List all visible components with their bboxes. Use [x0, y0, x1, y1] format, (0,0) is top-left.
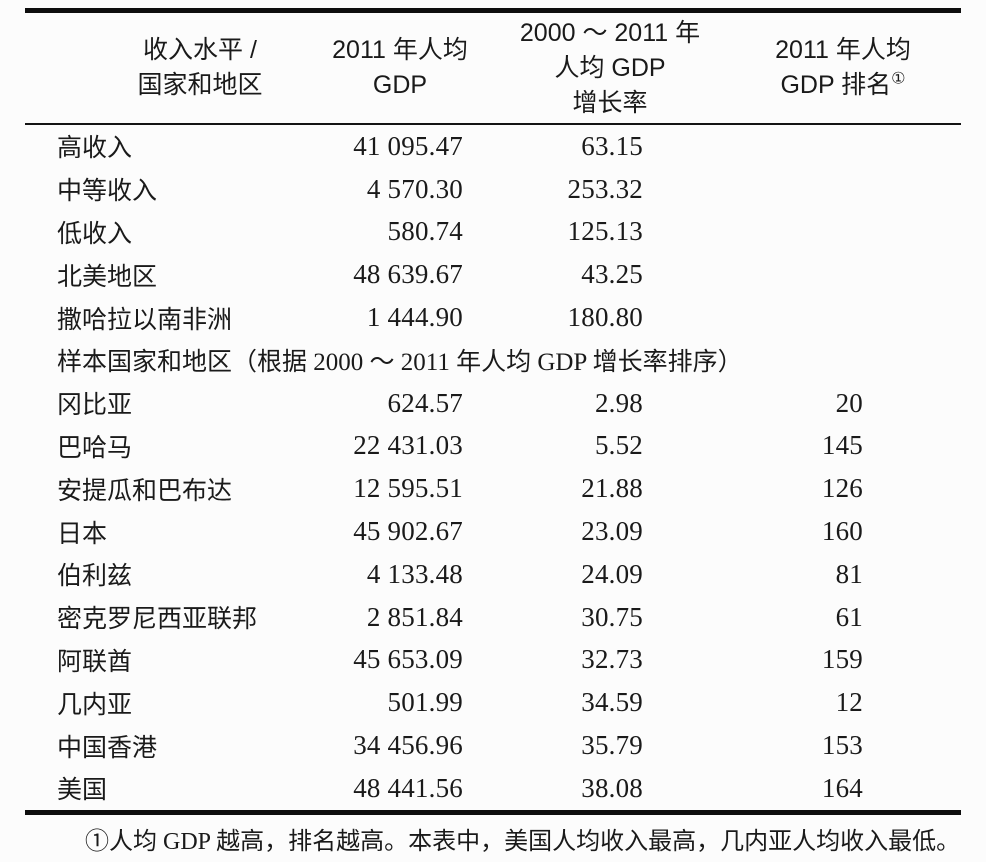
cell-gdp-per-capita: 41 095.47	[353, 130, 463, 161]
cell-region-label: 高收入	[57, 135, 133, 163]
cell-gdp-rank: 160	[821, 516, 863, 547]
header-growth-rate-line1: 2000 ～ 2011 年	[519, 18, 701, 47]
cell-gdp-per-capita: 2 851.84	[366, 601, 463, 632]
cell-region-label: 安提瓜和巴布达	[57, 477, 233, 505]
header-gdp-2011-line2: GDP	[372, 71, 428, 99]
cell-growth-rate: 125.13	[567, 216, 643, 247]
cell-gdp-per-capita: 45 653.09	[353, 644, 463, 675]
cell-region-label: 中等收入	[57, 178, 158, 206]
cell-gdp-per-capita: 501.99	[387, 687, 463, 718]
cell-region-label: 日本	[57, 520, 108, 548]
cell-gdp-per-capita: 624.57	[387, 387, 463, 418]
cell-gdp-per-capita: 4 570.30	[366, 173, 463, 204]
table-section-row: 样本国家和地区（根据 2000 ～ 2011 年人均 GDP 增长率排序）	[25, 339, 961, 382]
header-gdp-rank-text: GDP 排名	[780, 71, 892, 99]
table-row: 中等收入 4 570.30 253.32	[25, 168, 961, 211]
header-gdp-2011-line1: 2011 年人均	[332, 36, 468, 64]
table-header-row: 收入水平 / 国家和地区 2011 年人均 GDP 2000 ～ 2011 年 …	[25, 13, 961, 123]
cell-growth-rate: 5.52	[594, 430, 643, 461]
cell-gdp-per-capita: 12 595.51	[353, 473, 463, 504]
cell-growth-rate: 32.73	[581, 644, 643, 675]
cell-region-label: 伯利兹	[57, 563, 133, 591]
header-income-level-line2: 国家和地区	[137, 71, 263, 99]
table-row: 中国香港 34 456.96 35.79 153	[25, 724, 961, 767]
table-row: 低收入 580.74 125.13	[25, 211, 961, 254]
cell-region-label: 美国	[57, 777, 108, 805]
cell-region-label: 中国香港	[57, 734, 158, 762]
cell-growth-rate: 35.79	[581, 730, 643, 761]
table-row: 美国 48 441.56 38.08 164	[25, 767, 961, 810]
header-income-level: 收入水平 / 国家和地区	[25, 33, 305, 103]
cell-growth-rate: 34.59	[581, 687, 643, 718]
table-row: 几内亚 501.99 34.59 12	[25, 681, 961, 724]
table-row: 安提瓜和巴布达 12 595.51 21.88 126	[25, 467, 961, 510]
cell-gdp-per-capita: 1 444.90	[366, 302, 463, 333]
table-row: 密克罗尼西亚联邦 2 851.84 30.75 61	[25, 596, 961, 639]
cell-gdp-per-capita: 34 456.96	[353, 730, 463, 761]
cell-region-label: 撒哈拉以南非洲	[57, 306, 233, 334]
table-bottom-border	[25, 809, 961, 815]
cell-gdp-rank: 159	[821, 644, 863, 675]
cell-region-label: 低收入	[57, 220, 133, 248]
cell-gdp-per-capita: 4 133.48	[366, 558, 463, 589]
cell-region-label: 巴哈马	[57, 434, 133, 462]
table-footnote: ①人均 GDP 越高，排名越高。本表中，美国人均收入最高，几内亚人均收入最低。	[85, 829, 961, 855]
header-gdp-2011: 2011 年人均 GDP	[305, 33, 495, 103]
footnote-marker-icon: ①	[891, 70, 906, 88]
table-row: 阿联酋 45 653.09 32.73 159	[25, 639, 961, 682]
cell-region-label: 北美地区	[57, 263, 158, 291]
cell-region-label: 冈比亚	[57, 392, 133, 420]
cell-gdp-per-capita: 48 441.56	[353, 772, 463, 803]
header-divider	[25, 123, 961, 125]
cell-growth-rate: 24.09	[581, 558, 643, 589]
table-row: 撒哈拉以南非洲 1 444.90 180.80	[25, 296, 961, 339]
cell-gdp-rank: 153	[821, 730, 863, 761]
cell-gdp-rank: 145	[821, 430, 863, 461]
header-income-level-line1: 收入水平 /	[143, 36, 257, 64]
cell-growth-rate: 21.88	[581, 473, 643, 504]
table-row: 巴哈马 22 431.03 5.52 145	[25, 425, 961, 468]
cell-gdp-per-capita: 580.74	[387, 216, 463, 247]
header-growth-rate: 2000 ～ 2011 年 人均 GDP 增长率	[495, 16, 725, 121]
cell-gdp-rank: 12	[835, 687, 863, 718]
gdp-table: 收入水平 / 国家和地区 2011 年人均 GDP 2000 ～ 2011 年 …	[25, 8, 961, 815]
table-row: 日本 45 902.67 23.09 160	[25, 510, 961, 553]
header-gdp-rank-line1: 2011 年人均	[775, 36, 911, 64]
cell-growth-rate: 23.09	[581, 516, 643, 547]
table-row: 伯利兹 4 133.48 24.09 81	[25, 553, 961, 596]
cell-gdp-per-capita: 22 431.03	[353, 430, 463, 461]
table-row: 北美地区 48 639.67 43.25	[25, 253, 961, 296]
header-gdp-rank: 2011 年人均 GDP 排名①	[725, 33, 961, 103]
section-row-label: 样本国家和地区（根据 2000 ～ 2011 年人均 GDP 增长率排序）	[57, 349, 743, 377]
cell-gdp-per-capita: 48 639.67	[353, 259, 463, 290]
cell-region-label: 阿联酋	[57, 648, 133, 676]
cell-growth-rate: 30.75	[581, 601, 643, 632]
cell-growth-rate: 2.98	[594, 387, 643, 418]
cell-region-label: 密克罗尼西亚联邦	[57, 606, 258, 634]
table-row: 高收入 41 095.47 63.15	[25, 125, 961, 168]
header-gdp-rank-line2: GDP 排名①	[725, 68, 961, 103]
cell-growth-rate: 63.15	[581, 130, 643, 161]
header-growth-rate-line2: 人均 GDP	[554, 53, 666, 82]
cell-gdp-per-capita: 45 902.67	[353, 516, 463, 547]
cell-region-label: 几内亚	[57, 691, 133, 719]
table-top-border	[25, 8, 961, 13]
table-body: 高收入 41 095.47 63.15 中等收入 4 570.30 253.32 低收入 58…	[25, 125, 961, 810]
header-growth-rate-line3: 增长率	[572, 88, 648, 117]
cell-growth-rate: 38.08	[581, 772, 643, 803]
cell-gdp-rank: 61	[835, 601, 863, 632]
cell-growth-rate: 43.25	[581, 259, 643, 290]
cell-gdp-rank: 20	[835, 387, 863, 418]
cell-gdp-rank: 81	[835, 558, 863, 589]
cell-gdp-rank: 164	[821, 772, 863, 803]
cell-gdp-rank: 126	[821, 473, 863, 504]
table-row: 冈比亚 624.57 2.98 20	[25, 382, 961, 425]
cell-growth-rate: 180.80	[567, 302, 643, 333]
cell-growth-rate: 253.32	[567, 173, 643, 204]
